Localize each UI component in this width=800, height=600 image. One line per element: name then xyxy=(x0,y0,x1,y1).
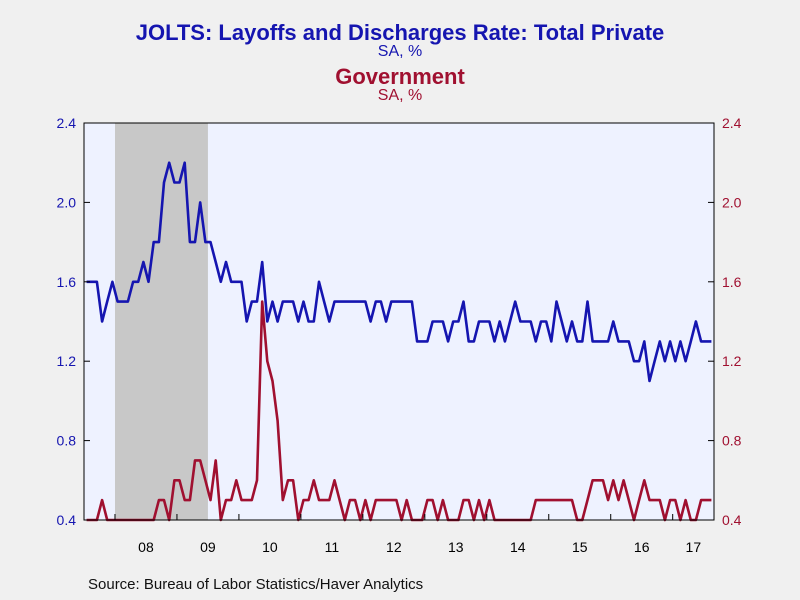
chart-title-private: JOLTS: Layoffs and Discharges Rate: Tota… xyxy=(135,20,665,45)
right-y-tick-label: 2.0 xyxy=(722,194,742,210)
right-y-tick-label: 2.4 xyxy=(722,115,742,131)
plot-frame xyxy=(83,122,715,521)
recession-shading xyxy=(114,123,208,520)
left-y-tick-label: 2.4 xyxy=(57,115,77,131)
left-y-tick-label: 1.2 xyxy=(57,353,77,369)
x-tick-label: 11 xyxy=(325,539,340,555)
x-tick-label: 13 xyxy=(448,539,464,555)
left-y-tick-label: 2.0 xyxy=(57,194,77,210)
chart-subtitle-private: SA, % xyxy=(377,43,423,60)
left-y-tick-label: 0.4 xyxy=(57,512,77,528)
x-tick-label: 12 xyxy=(386,539,402,555)
series-line-private xyxy=(86,161,712,383)
right-y-tick-label: 1.6 xyxy=(722,274,742,290)
x-tick-label: 08 xyxy=(138,539,154,555)
right-y-tick-label: 0.4 xyxy=(722,512,742,528)
x-tick-label: 10 xyxy=(262,539,278,555)
x-tick-label: 16 xyxy=(634,539,650,555)
x-tick-label: 14 xyxy=(510,539,526,555)
right-y-tick-label: 0.8 xyxy=(722,433,742,449)
chart-subtitle-government: SA, % xyxy=(377,87,423,104)
source-note: Source: Bureau of Labor Statistics/Haver… xyxy=(88,576,424,593)
x-tick-label: 15 xyxy=(572,539,588,555)
chart-title-government: Government xyxy=(335,64,465,89)
series-line-government xyxy=(86,300,712,522)
left-y-tick-label: 0.8 xyxy=(57,433,77,449)
x-tick-label: 17 xyxy=(686,539,702,555)
x-tick-label: 09 xyxy=(200,539,216,555)
right-y-tick-label: 1.2 xyxy=(722,353,742,369)
left-y-tick-label: 1.6 xyxy=(57,274,77,290)
